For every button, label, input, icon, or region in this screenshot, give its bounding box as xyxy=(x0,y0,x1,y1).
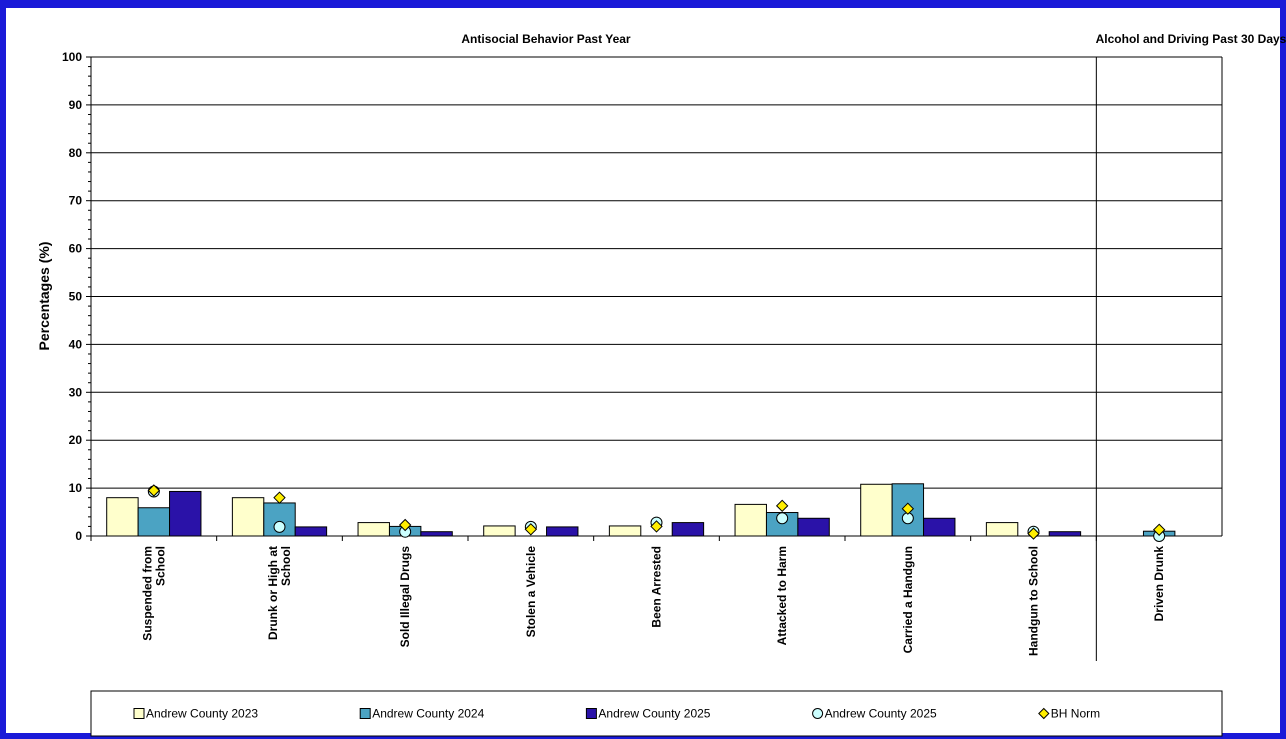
y-axis-title: Percentages (%) xyxy=(36,242,52,351)
diamond-marker-been-arrested xyxy=(650,520,663,533)
y-tick-label-100: 100 xyxy=(62,50,82,64)
circle-marker-drunk-or-high-at-school xyxy=(273,520,286,533)
diamond-marker-carried-a-handgun xyxy=(901,502,915,515)
bar-andrew-county-2025-handgun-to-school xyxy=(1048,531,1082,537)
legend-swatch-5 xyxy=(1038,707,1050,720)
bar-andrew-county-2023-handgun-to-school xyxy=(985,522,1019,537)
legend-label-1: Andrew County 2023 xyxy=(146,707,258,721)
bars xyxy=(106,483,1176,537)
bar-andrew-county-2023-been-arrested xyxy=(608,525,642,537)
x-tick-label-handgun-to-school: Handgun to School xyxy=(1027,546,1041,656)
legend-swatch-4 xyxy=(812,708,824,719)
labels: Antisocial Behavior Past Year Alcohol an… xyxy=(36,32,1286,656)
legend-swatch-2 xyxy=(359,708,371,719)
x-tick-label-attacked-to-harm: Attacked to Harm xyxy=(775,546,789,645)
x-tick-label-carried-a-handgun: Carried a Handgun xyxy=(901,546,915,653)
bar-andrew-county-2025-carried-a-handgun xyxy=(923,517,956,537)
y-tick-label-20: 20 xyxy=(69,433,83,447)
x-tick-label-drunk-or-high-at-school-line1: Drunk or High at xyxy=(266,546,280,640)
y-tick-label-50: 50 xyxy=(69,290,83,304)
section-title-antisocial: Antisocial Behavior Past Year xyxy=(461,32,631,46)
bar-andrew-county-2025-sold-illegal-drugs xyxy=(420,531,453,537)
bar-andrew-county-2023-carried-a-handgun xyxy=(860,483,893,537)
y-tick-label-10: 10 xyxy=(69,481,83,495)
y-tick-label-0: 0 xyxy=(75,529,82,543)
x-tick-label-drunk-or-high-at-school-line2: School xyxy=(279,546,293,586)
legend-label-5: BH Norm xyxy=(1051,707,1100,721)
y-tick-label-90: 90 xyxy=(69,98,83,112)
diamond-marker-handgun-to-school xyxy=(1027,527,1040,540)
circle-marker-attacked-to-harm xyxy=(776,512,789,525)
markers xyxy=(147,484,1166,542)
y-tick-label-40: 40 xyxy=(69,337,83,351)
diamond-marker-drunk-or-high-at-school xyxy=(273,491,286,504)
bar-andrew-county-2023-suspended-from-school xyxy=(106,497,139,537)
diamond-marker-suspended-from-school xyxy=(147,484,161,497)
y-tick-label-70: 70 xyxy=(69,194,83,208)
bar-andrew-county-2025-stolen-a-vehicle xyxy=(546,526,579,537)
bar-andrew-county-2025-suspended-from-school xyxy=(169,490,202,537)
y-tick-label-60: 60 xyxy=(69,242,83,256)
legend-label-2: Andrew County 2024 xyxy=(372,707,484,721)
legend-box xyxy=(90,690,1223,737)
bar-andrew-county-2024-suspended-from-school xyxy=(137,507,171,537)
x-tick-label-suspended-from-school-line1: Suspended from xyxy=(140,546,154,641)
legend-swatch-1 xyxy=(133,708,145,719)
x-tick-label-suspended-from-school-line2: School xyxy=(153,546,167,586)
x-tick-label-been-arrested: Been Arrested xyxy=(650,546,664,628)
y-tick-label-80: 80 xyxy=(69,146,83,160)
gridlines xyxy=(91,56,1222,489)
section-title-alcohol-driving: Alcohol and Driving Past 30 Days xyxy=(1096,32,1286,46)
diamond-marker-sold-illegal-drugs xyxy=(398,518,412,532)
bar-andrew-county-2023-sold-illegal-drugs xyxy=(357,522,390,537)
diamond-marker-driven-drunk xyxy=(1152,523,1166,536)
x-tick-label-sold-illegal-drugs: Sold Illegal Drugs xyxy=(398,546,412,648)
bar-andrew-county-2025-attacked-to-harm xyxy=(797,517,830,537)
bar-andrew-county-2023-stolen-a-vehicle xyxy=(483,525,516,537)
x-tick-label-driven-drunk: Driven Drunk xyxy=(1152,546,1166,622)
legend: Andrew County 2023 Andrew County 2024 Andr… xyxy=(90,690,1223,737)
diamond-marker-attacked-to-harm xyxy=(775,499,789,513)
y-tick-label-30: 30 xyxy=(69,385,83,399)
bar-andrew-county-2023-attacked-to-harm xyxy=(734,503,767,537)
axes xyxy=(86,56,1223,661)
legend-label-4: Andrew County 2025 xyxy=(825,707,937,721)
x-tick-label-stolen-a-vehicle: Stolen a Vehicle xyxy=(524,546,538,638)
legend-swatch-3 xyxy=(585,708,597,719)
diamond-marker-stolen-a-vehicle xyxy=(524,523,538,536)
bar-andrew-county-2025-been-arrested xyxy=(671,522,705,537)
bar-andrew-county-2023-drunk-or-high-at-school xyxy=(231,497,265,537)
legend-label-3: Andrew County 2025 xyxy=(598,707,710,721)
bar-andrew-county-2025-drunk-or-high-at-school xyxy=(294,526,328,537)
